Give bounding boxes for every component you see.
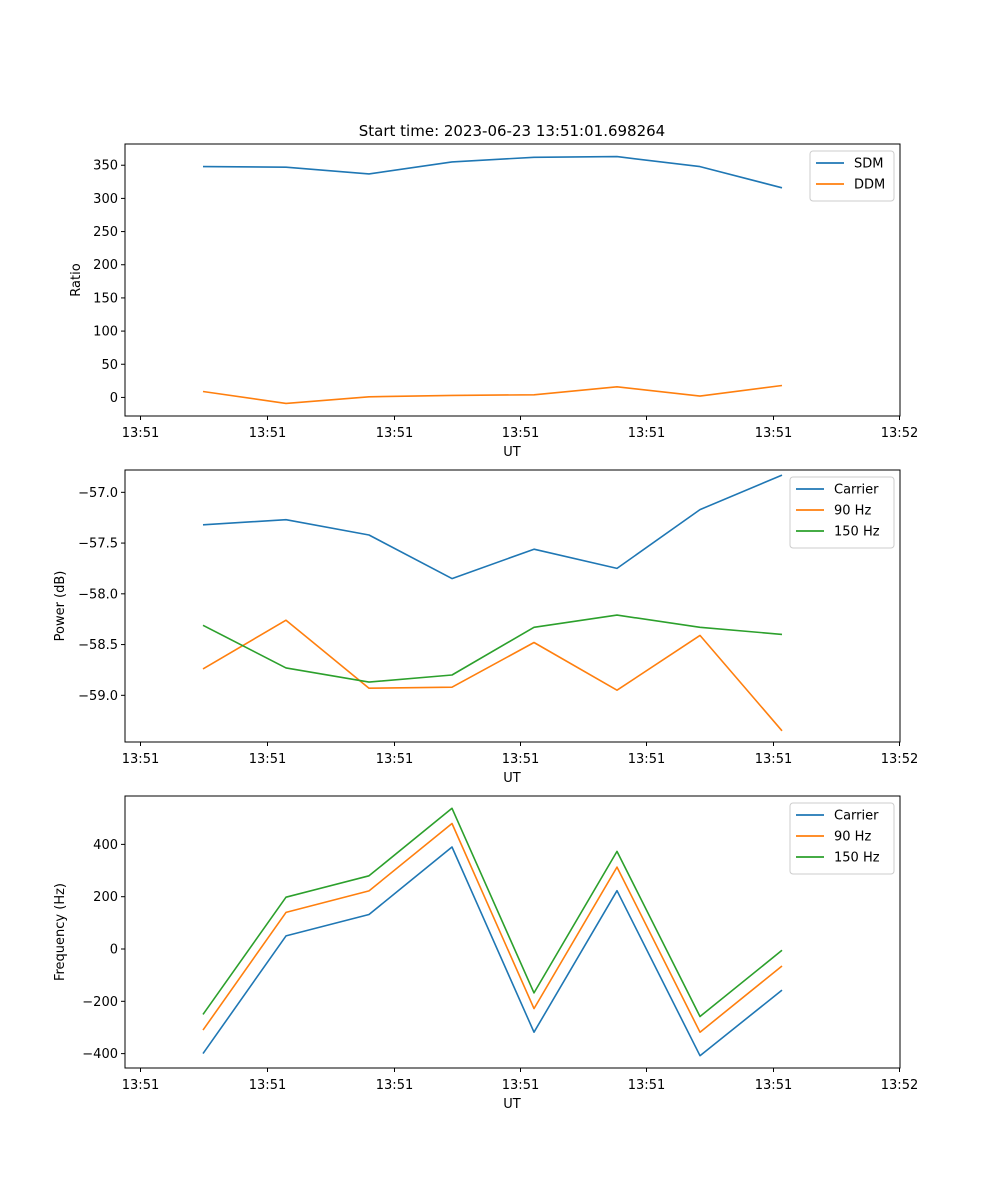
- legend-label: 90 Hz: [834, 504, 871, 519]
- legend-label: Carrier: [834, 809, 879, 824]
- legend: Carrier 90 Hz 150 Hz: [789, 476, 895, 549]
- y-tick-label: 0: [110, 943, 118, 958]
- x-tick-label: 13:51: [628, 752, 665, 767]
- x-tick-label: 13:51: [755, 426, 792, 441]
- legend-label: 150 Hz: [834, 525, 880, 540]
- axes-frame: [124, 469, 901, 743]
- y-tick-label: −58.5: [78, 638, 118, 653]
- x-axis-label: UT: [503, 445, 521, 460]
- y-tick-label: 100: [93, 325, 118, 340]
- legend: SDM DDM: [809, 150, 895, 202]
- x-tick-label: 13:51: [122, 1078, 159, 1093]
- x-tick-label: 13:51: [502, 752, 539, 767]
- y-axis-label: Power (dB): [53, 571, 68, 642]
- y-tick-label: −400: [82, 1047, 118, 1062]
- x-tick-label: 13:51: [502, 1078, 539, 1093]
- y-tick-label: 350: [93, 159, 118, 174]
- y-tick-label: 0: [110, 391, 118, 406]
- x-tick-label: 13:51: [122, 752, 159, 767]
- x-tick-label: 13:51: [628, 1078, 665, 1093]
- y-axis-label: Ratio: [69, 263, 84, 296]
- x-tick-label: 13:51: [502, 426, 539, 441]
- y-tick-label: 400: [93, 838, 118, 853]
- y-tick-label: −58.0: [78, 587, 118, 602]
- y-tick-label: 300: [93, 192, 118, 207]
- legend-label: 150 Hz: [834, 851, 880, 866]
- x-tick-label: 13:52: [881, 752, 918, 767]
- x-tick-label: 13:51: [249, 426, 286, 441]
- series-line-sdm: [202, 155, 783, 189]
- x-tick-label: 13:51: [755, 752, 792, 767]
- series-line-90-hz: [202, 619, 783, 732]
- axes-frame: [124, 143, 901, 417]
- x-tick-label: 13:51: [249, 752, 286, 767]
- y-tick-label: −57.5: [78, 537, 118, 552]
- x-tick-label: 13:51: [122, 426, 159, 441]
- y-tick-label: 150: [93, 291, 118, 306]
- y-tick-label: 200: [93, 890, 118, 905]
- y-tick-label: 50: [101, 358, 118, 373]
- x-axis-label: UT: [503, 771, 521, 786]
- series-line-carrier: [202, 474, 783, 580]
- series-line-ddm: [202, 384, 783, 405]
- y-tick-label: 200: [93, 258, 118, 273]
- x-tick-label: 13:51: [376, 752, 413, 767]
- y-tick-label: −200: [82, 995, 118, 1010]
- panel-1: 0 50 100 150 200 250 300 350 13:51 13:51 13:51 13:5…: [69, 143, 918, 460]
- x-tick-label: 13:52: [881, 1078, 918, 1093]
- y-axis-label: Frequency (Hz): [53, 883, 68, 981]
- legend-label: Carrier: [834, 483, 879, 498]
- series-line-150-hz: [202, 614, 783, 683]
- x-tick-label: 13:51: [755, 1078, 792, 1093]
- panel-2: −59.0 −58.5 −58.0 −57.5 −57.0 13:51 13:51 13:51…: [53, 469, 918, 786]
- x-tick-label: 13:52: [881, 426, 918, 441]
- x-axis-label: UT: [503, 1097, 521, 1112]
- x-tick-label: 13:51: [249, 1078, 286, 1093]
- series-line-90-hz: [202, 822, 783, 1033]
- series-line-carrier: [202, 846, 783, 1057]
- legend-label: SDM: [854, 157, 883, 172]
- axes-frame: [124, 795, 901, 1069]
- legend: Carrier 90 Hz 150 Hz: [789, 802, 895, 875]
- series-line-150-hz: [202, 807, 783, 1018]
- x-tick-label: 13:51: [376, 1078, 413, 1093]
- y-tick-label: −57.0: [78, 486, 118, 501]
- y-tick-label: 250: [93, 225, 118, 240]
- legend-label: DDM: [854, 178, 885, 193]
- legend-label: 90 Hz: [834, 830, 871, 845]
- panels: 0 50 100 150 200 250 300 350 13:51 13:51 13:51 13:5…: [53, 143, 918, 1112]
- x-tick-label: 13:51: [628, 426, 665, 441]
- figure-title: Start time: 2023-06-23 13:51:01.698264: [359, 122, 665, 140]
- panel-3: −400 −200 0 200 400 13:51 13:51 13:51 13:51 13:51…: [53, 795, 918, 1112]
- x-tick-label: 13:51: [376, 426, 413, 441]
- y-tick-label: −59.0: [78, 689, 118, 704]
